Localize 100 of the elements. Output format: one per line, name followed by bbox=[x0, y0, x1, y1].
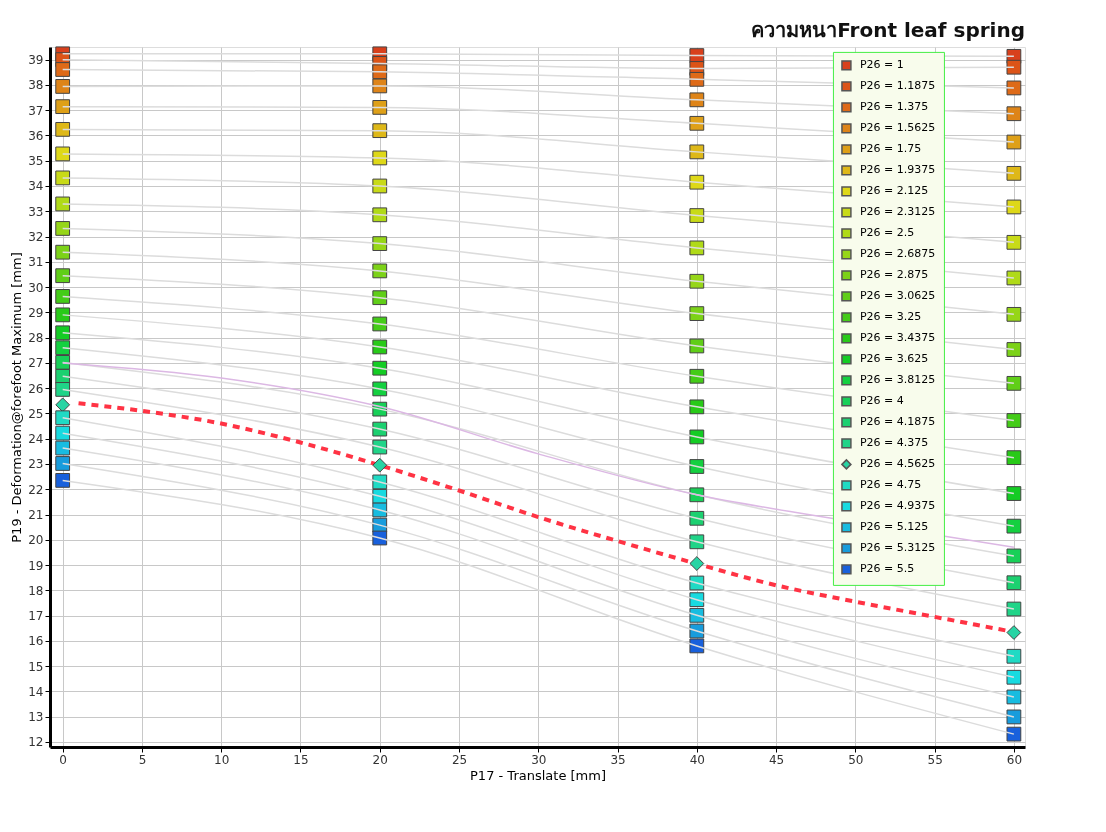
point bbox=[1006, 306, 1022, 322]
y-tick-label: 27 bbox=[28, 356, 44, 371]
legend-label: P26 = 5.3125 bbox=[859, 541, 936, 555]
y-tick-label: 38 bbox=[28, 78, 44, 93]
point bbox=[1006, 342, 1022, 357]
y-tick-label: 21 bbox=[28, 508, 44, 523]
point bbox=[55, 221, 71, 236]
x-axis-title: P17 - Translate [mm] bbox=[470, 767, 606, 783]
legend-label: P26 = 1.9375 bbox=[859, 163, 936, 177]
x-tick-label: 45 bbox=[768, 752, 785, 767]
y-tick-label: 31 bbox=[28, 255, 44, 270]
point bbox=[1006, 375, 1022, 391]
y-tick-label: 19 bbox=[28, 558, 44, 573]
point bbox=[55, 456, 71, 471]
legend-label: P26 = 2.125 bbox=[859, 184, 929, 198]
point bbox=[689, 71, 705, 87]
legend-label: P26 = 1.5625 bbox=[859, 121, 936, 135]
point bbox=[55, 354, 71, 370]
point bbox=[55, 244, 71, 260]
y-tick-label: 13 bbox=[28, 710, 44, 725]
point bbox=[55, 340, 71, 356]
y-tick-label: 33 bbox=[28, 204, 44, 219]
legend-label: P26 = 4.5625 bbox=[859, 457, 936, 471]
x-tick-label: 5 bbox=[138, 752, 147, 767]
point bbox=[55, 146, 71, 162]
y-tick-label: 32 bbox=[28, 230, 44, 245]
y-tick-label: 17 bbox=[28, 609, 44, 624]
point bbox=[55, 99, 71, 115]
y-tick-label: 35 bbox=[28, 154, 44, 169]
legend-label: P26 = 2.3125 bbox=[859, 205, 936, 219]
point bbox=[1006, 134, 1022, 150]
legend-label: P26 = 3.4375 bbox=[859, 331, 936, 345]
point bbox=[1006, 575, 1022, 591]
y-tick-label: 20 bbox=[28, 533, 44, 548]
point bbox=[372, 123, 388, 139]
chart-title: ความหนาFront leaf spring bbox=[751, 17, 1025, 42]
point bbox=[1006, 669, 1022, 685]
y-tick-label: 15 bbox=[28, 659, 44, 674]
y-tick-label: 30 bbox=[28, 280, 44, 295]
y-tick-label: 25 bbox=[28, 406, 44, 421]
point bbox=[55, 425, 71, 441]
point bbox=[1006, 106, 1022, 122]
point bbox=[689, 556, 705, 571]
x-tick-label: 20 bbox=[372, 752, 388, 767]
point bbox=[1006, 518, 1022, 534]
y-tick-label: 29 bbox=[28, 305, 44, 320]
legend-label: P26 = 4 bbox=[859, 394, 904, 408]
legend-label: P26 = 1.375 bbox=[859, 100, 929, 114]
y-tick-label: 22 bbox=[28, 482, 44, 497]
legend-label: P26 = 2.875 bbox=[859, 268, 929, 282]
legend-label: P26 = 1 bbox=[859, 58, 904, 72]
legend-label: P26 = 4.9375 bbox=[859, 499, 936, 513]
x-tick-label: 30 bbox=[531, 752, 547, 767]
legend-label: P26 = 5.5 bbox=[859, 562, 915, 576]
y-axis-title: P19 - Deformation@forefoot Maximum [mm] bbox=[9, 252, 25, 543]
y-tick-label: 14 bbox=[28, 684, 44, 699]
legend-label: P26 = 1.75 bbox=[859, 142, 922, 156]
point bbox=[55, 410, 71, 426]
x-tick-label: 60 bbox=[1006, 752, 1023, 767]
point bbox=[1006, 625, 1022, 640]
x-tick-label: 40 bbox=[689, 752, 705, 767]
point bbox=[1006, 165, 1022, 181]
point bbox=[1006, 80, 1022, 96]
point bbox=[55, 382, 71, 397]
point bbox=[55, 62, 71, 77]
point bbox=[1006, 270, 1022, 286]
point bbox=[1006, 726, 1022, 742]
y-tick-label: 39 bbox=[28, 53, 44, 68]
point bbox=[1006, 548, 1022, 564]
x-tick-label: 25 bbox=[451, 752, 468, 767]
x-tick-label: 50 bbox=[848, 752, 864, 767]
legend-label: P26 = 3.0625 bbox=[859, 289, 936, 303]
point bbox=[55, 268, 71, 284]
point bbox=[1006, 689, 1022, 705]
point bbox=[55, 440, 71, 456]
legend-label: P26 = 4.1875 bbox=[859, 415, 936, 429]
point bbox=[55, 79, 71, 94]
point bbox=[55, 473, 71, 488]
point bbox=[1006, 601, 1022, 617]
point bbox=[1006, 486, 1022, 501]
y-tick-label: 34 bbox=[28, 179, 44, 194]
point bbox=[1006, 709, 1022, 725]
point bbox=[1006, 413, 1022, 428]
y-tick-label: 24 bbox=[28, 432, 44, 447]
x-tick-label: 35 bbox=[610, 752, 626, 767]
point bbox=[55, 325, 71, 341]
y-tick-label: 26 bbox=[28, 381, 44, 396]
point bbox=[55, 307, 71, 323]
point bbox=[55, 289, 71, 304]
point bbox=[55, 170, 71, 186]
point bbox=[1006, 450, 1022, 466]
y-tick-label: 18 bbox=[28, 583, 44, 598]
point bbox=[55, 121, 71, 137]
legend-label: P26 = 3.8125 bbox=[859, 373, 936, 387]
legend-label: P26 = 3.625 bbox=[859, 352, 929, 366]
legend-label: P26 = 4.375 bbox=[859, 436, 929, 450]
point bbox=[1006, 648, 1022, 664]
legend-label: P26 = 2.5 bbox=[859, 226, 915, 240]
point bbox=[372, 263, 388, 279]
y-tick-label: 23 bbox=[28, 457, 44, 472]
